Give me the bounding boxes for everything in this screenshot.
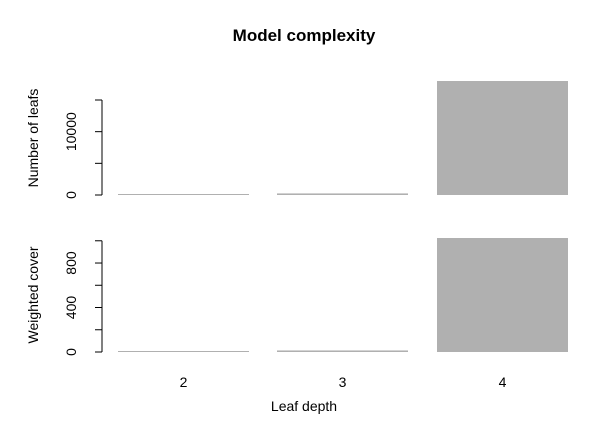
x-tick-label-3: 3 <box>339 374 347 390</box>
y-tick-label-p2-800: 800 <box>63 251 79 275</box>
y-tick-label-p2-400: 400 <box>63 296 79 320</box>
chart-title: Model complexity <box>233 26 376 45</box>
y-tick-label-p1-0: 0 <box>63 191 79 199</box>
bar-p1-3 <box>277 193 408 195</box>
bar-p1-2 <box>118 194 249 195</box>
y-tick-label-p2-0: 0 <box>63 348 79 356</box>
bar-p2-4 <box>437 238 568 352</box>
x-axis-label: Leaf depth <box>271 398 337 414</box>
y-axis-label-p1: Number of leafs <box>25 89 41 188</box>
x-tick-label-4: 4 <box>499 374 507 390</box>
bar-p1-4 <box>437 81 568 195</box>
bar-p2-3 <box>277 350 408 352</box>
y-axis-label-p2: Weighted cover <box>25 246 41 343</box>
x-tick-label-2: 2 <box>180 374 188 390</box>
y-tick-label-p1-10000: 10000 <box>63 112 79 151</box>
bar-p2-2 <box>118 351 249 352</box>
chart-panels: 0 10000 Number of leafs 0 400 800 Weighted cov… <box>25 81 568 390</box>
